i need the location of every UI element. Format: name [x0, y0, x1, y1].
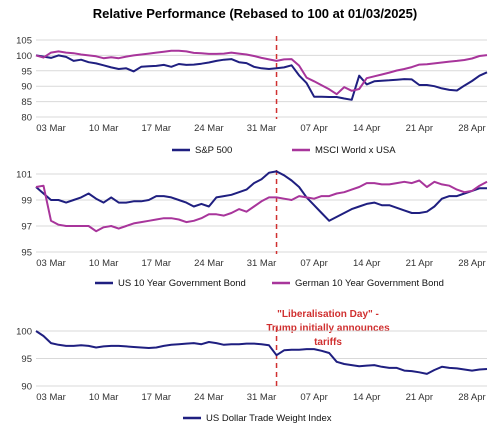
x-tick-label: 10 Mar	[89, 123, 119, 134]
x-tick-label: 17 Mar	[141, 392, 171, 403]
x-tick-label: 10 Mar	[89, 392, 119, 403]
y-tick-label: 95	[21, 354, 32, 365]
series-line	[35, 170, 487, 222]
x-tick-label: 21 Apr	[406, 123, 433, 134]
x-tick-label: 07 Apr	[300, 123, 327, 134]
x-tick-label: 03 Mar	[36, 123, 66, 134]
legend: US 10 Year Government Bond German 10 Year…	[95, 278, 444, 289]
x-tick-label: 31 Mar	[247, 123, 277, 134]
x-tick-label: 14 Apr	[353, 123, 380, 134]
y-tick-label: 105	[16, 36, 32, 47]
x-tick-label: 24 Mar	[194, 258, 224, 269]
annotation-line-2: Trump initially announces	[266, 323, 390, 334]
legend-label: US 10 Year Government Bond	[118, 278, 246, 289]
y-tick-label: 95	[21, 66, 32, 77]
y-tick-label: 99	[21, 196, 32, 207]
legend-label: German 10 Year Government Bond	[295, 278, 444, 289]
chart-panel-2: 95 97 99 101 03 Mar 10 Mar 17 Mar 24 Mar 31 Mar 0…	[16, 170, 488, 289]
legend-label: S&P 500	[195, 145, 232, 156]
x-tick-label: 07 Apr	[300, 392, 327, 403]
x-tick-label: 28 Apr	[458, 392, 485, 403]
y-tick-label: 97	[21, 222, 32, 233]
annotation-text: "Liberalisation Day" - Trump initially a…	[266, 309, 390, 348]
y-tick-label: 100	[16, 51, 32, 62]
y-tick-label: 101	[16, 170, 32, 181]
legend: S&P 500 MSCI World x USA	[172, 145, 396, 156]
x-tick-label: 21 Apr	[406, 392, 433, 403]
x-tick-label: 07 Apr	[300, 258, 327, 269]
y-tick-label: 90	[21, 382, 32, 393]
series-line	[35, 54, 488, 101]
chart-panel-1: 80 85 90 95 100 105 03 Mar 10 Mar 17 Mar 24 Mar 31…	[16, 36, 488, 156]
x-tick-label: 28 Apr	[458, 258, 485, 269]
x-tick-label: 31 Mar	[247, 258, 277, 269]
x-tick-label: 17 Mar	[141, 258, 171, 269]
x-tick-label: 28 Apr	[458, 123, 485, 134]
chart-panel-3: 90 95 100 03 Mar 10 Mar 17 Mar 24 Mar 31 Mar 07 …	[16, 327, 488, 424]
series-line	[35, 330, 488, 375]
y-tick-label: 95	[21, 248, 32, 259]
chart-title: Relative Performance (Rebased to 100 at …	[93, 6, 417, 21]
y-tick-label: 80	[21, 113, 32, 124]
x-tick-label: 14 Apr	[353, 392, 380, 403]
x-tick-label: 31 Mar	[247, 392, 277, 403]
legend-label: US Dollar Trade Weight Index	[206, 413, 332, 424]
x-tick-label: 03 Mar	[36, 258, 66, 269]
annotation-line-3: tariffs	[314, 337, 342, 348]
series-line	[35, 179, 488, 233]
annotation-line-1: "Liberalisation Day" -	[277, 309, 379, 320]
legend: US Dollar Trade Weight Index	[183, 413, 332, 424]
x-tick-label: 17 Mar	[141, 123, 171, 134]
x-tick-label: 03 Mar	[36, 392, 66, 403]
x-tick-label: 14 Apr	[353, 258, 380, 269]
legend-label: MSCI World x USA	[315, 145, 396, 156]
x-tick-label: 24 Mar	[194, 392, 224, 403]
x-tick-label: 21 Apr	[406, 258, 433, 269]
series-line	[35, 49, 488, 96]
y-tick-label: 90	[21, 82, 32, 93]
y-tick-label: 85	[21, 97, 32, 108]
y-tick-label: 100	[16, 327, 32, 338]
x-tick-label: 10 Mar	[89, 258, 119, 269]
x-tick-label: 24 Mar	[194, 123, 224, 134]
